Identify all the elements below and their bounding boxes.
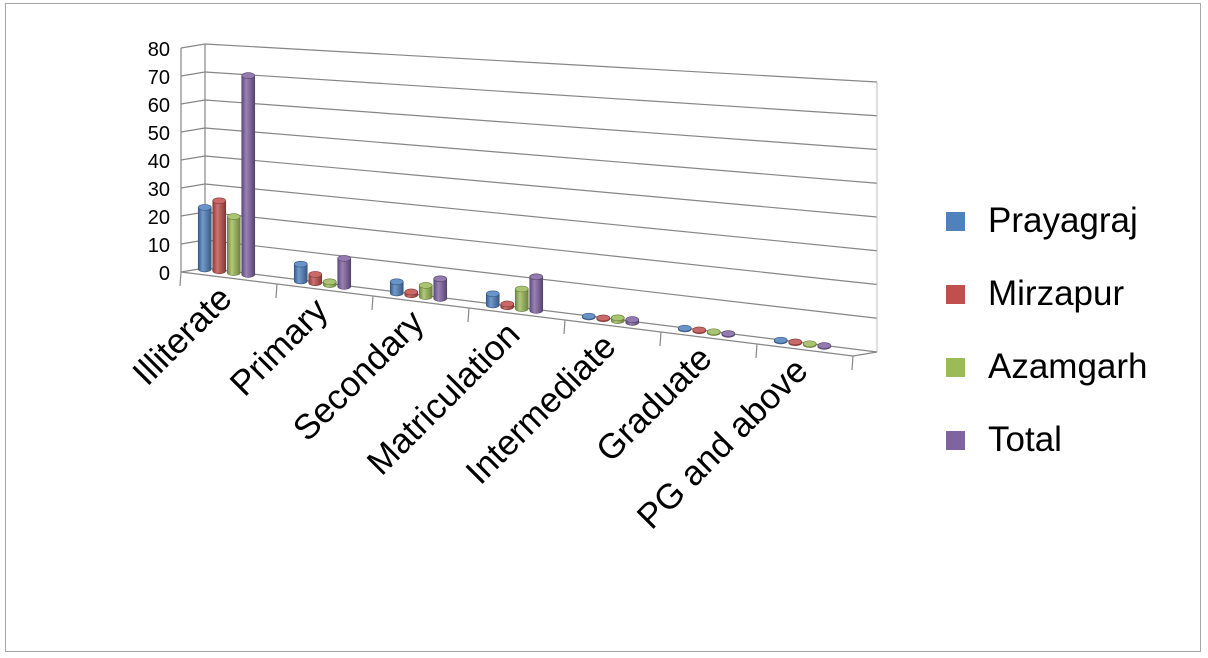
- x-tick-mark: [756, 344, 757, 358]
- y-tick-label: 10: [148, 235, 170, 257]
- bar-total-matriculation: [530, 274, 543, 314]
- gridline: [205, 184, 877, 251]
- bar-mirzapur-primary: [309, 271, 322, 285]
- bar-mirzapur-intermediate: [597, 315, 610, 322]
- gridline: [205, 72, 877, 116]
- legend: Prayagraj Mirzapur Azamgarh Total: [946, 196, 1206, 488]
- bar-total-secondary: [434, 276, 447, 302]
- gridline-side: [181, 100, 205, 104]
- bar-mirzapur-graduate: [693, 327, 706, 334]
- legend-swatch-total: [946, 431, 965, 450]
- y-tick-label: 20: [148, 207, 170, 229]
- legend-swatch-prayagraj: [946, 212, 965, 231]
- gridline: [205, 100, 877, 150]
- gridline: [205, 44, 877, 82]
- bar-prayagraj-pg-and-above: [774, 337, 787, 344]
- gridline-side: [181, 72, 205, 76]
- bar-prayagraj-secondary: [390, 279, 403, 296]
- legend-item-azamgarh: Azamgarh: [946, 342, 1206, 415]
- bar-total-pg-and-above: [818, 343, 831, 350]
- bar-azamgarh-matriculation: [515, 286, 528, 312]
- bar-prayagraj-primary: [294, 261, 307, 284]
- gridlines: [181, 44, 877, 352]
- bar-prayagraj-illiterate: [198, 204, 211, 272]
- gridline: [205, 156, 877, 217]
- legend-label-azamgarh: Azamgarh: [988, 342, 1148, 392]
- x-tick-mark: [564, 320, 565, 334]
- x-axis-category-labels: IlliteratePrimarySecondaryMatriculationI…: [125, 279, 815, 537]
- x-tick-mark: [276, 284, 277, 298]
- gridline-side: [181, 128, 205, 132]
- bar-total-intermediate: [626, 317, 639, 326]
- bar-prayagraj-matriculation: [486, 291, 499, 308]
- bar-mirzapur-illiterate: [213, 198, 226, 274]
- y-tick-label: 0: [159, 263, 170, 285]
- bar-total-illiterate: [242, 73, 255, 278]
- gridline-side: [181, 44, 205, 48]
- legend-label-prayagraj: Prayagraj: [988, 196, 1138, 246]
- y-tick-label: 70: [148, 67, 170, 89]
- x-tick-mark: [852, 356, 853, 370]
- bar-azamgarh-illiterate: [227, 214, 240, 276]
- bar-total-primary: [338, 255, 351, 289]
- gridline-side: [181, 156, 205, 160]
- bar-prayagraj-intermediate: [582, 313, 595, 320]
- gridline-side: [181, 184, 205, 188]
- y-tick-label: 30: [148, 179, 170, 201]
- bar-azamgarh-pg-and-above: [803, 341, 816, 348]
- floor-right-edge: [853, 352, 877, 356]
- legend-item-total: Total: [946, 415, 1206, 488]
- bar-total-graduate: [722, 331, 735, 338]
- legend-label-mirzapur: Mirzapur: [988, 269, 1124, 319]
- legend-swatch-azamgarh: [946, 358, 965, 377]
- bar-mirzapur-matriculation: [501, 301, 514, 310]
- y-tick-label: 50: [148, 123, 170, 145]
- y-tick-label: 40: [148, 151, 170, 173]
- x-tick-mark: [660, 332, 661, 346]
- y-tick-label: 80: [148, 39, 170, 61]
- bar-azamgarh-primary: [323, 279, 336, 288]
- bar-azamgarh-graduate: [707, 329, 720, 336]
- legend-item-prayagraj: Prayagraj: [946, 196, 1206, 269]
- gridline: [205, 128, 877, 183]
- legend-swatch-mirzapur: [946, 285, 965, 304]
- y-tick-label: 60: [148, 95, 170, 117]
- legend-item-mirzapur: Mirzapur: [946, 269, 1206, 342]
- y-axis-tick-labels: 80 70 60 50 40 30 20 10 0: [148, 39, 170, 285]
- bar-mirzapur-pg-and-above: [789, 339, 802, 346]
- bar-prayagraj-graduate: [678, 325, 691, 332]
- bar-azamgarh-intermediate: [611, 315, 624, 324]
- x-tick-mark: [372, 296, 373, 310]
- bar-azamgarh-secondary: [419, 282, 432, 299]
- x-tick-mark: [180, 272, 181, 286]
- legend-label-total: Total: [988, 415, 1062, 465]
- bar-mirzapur-secondary: [405, 289, 418, 298]
- x-tick-mark: [468, 308, 469, 322]
